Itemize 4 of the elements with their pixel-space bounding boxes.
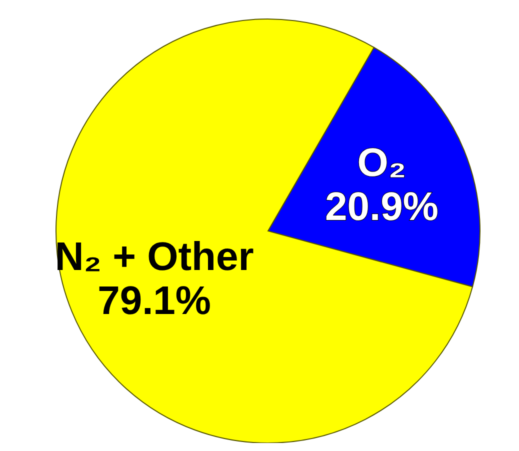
slice-label: O₂ (357, 141, 406, 186)
data-label: 79.1% (98, 278, 212, 323)
data-label: 20.9% (324, 185, 438, 230)
slice-label: N₂ + Other (54, 234, 254, 279)
